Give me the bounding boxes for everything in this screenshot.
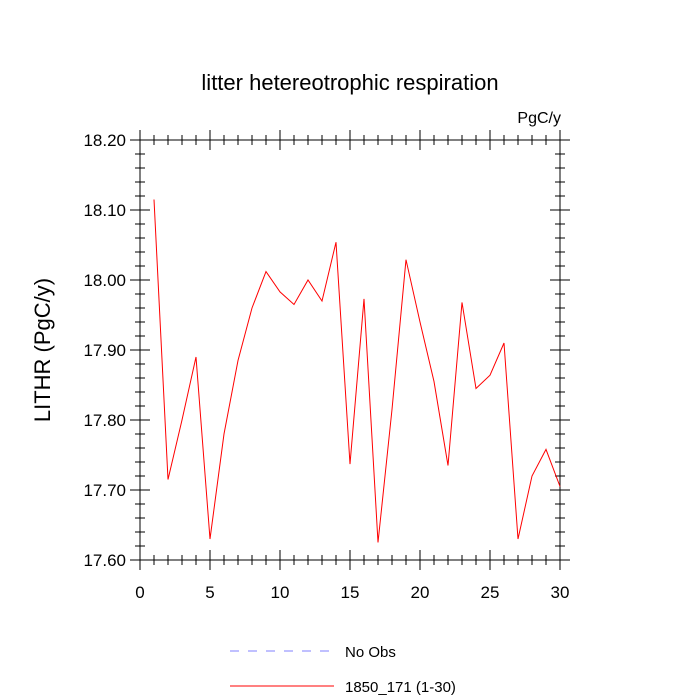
units-label: PgC/y (517, 110, 561, 127)
y-tick-label: 18.10 (83, 201, 126, 220)
x-tick-label: 20 (411, 583, 430, 602)
y-tick-label: 17.60 (83, 551, 126, 570)
series-line (153, 199, 561, 543)
x-tick-label: 10 (271, 583, 290, 602)
y-tick-label: 18.20 (83, 131, 126, 150)
series-lines (153, 199, 561, 543)
legend: No Obs 1850_171 (1-30) (230, 644, 456, 696)
x-tick-label: 15 (341, 583, 360, 602)
axis-ticks (130, 130, 570, 570)
plot-frame (139, 139, 561, 561)
y-tick-label: 17.90 (83, 341, 126, 360)
x-tick-label: 25 (481, 583, 500, 602)
y-tick-label: 17.70 (83, 481, 126, 500)
x-tick-label: 0 (135, 583, 144, 602)
axis-tick-labels: 0 5 10 15 20 25 30 17.60 17.70 17.80 17.90 18.00 18.… (83, 131, 569, 602)
y-tick-label: 17.80 (83, 411, 126, 430)
legend-label: No Obs (345, 644, 396, 661)
y-axis-label: LITHR (PgC/y) (30, 278, 55, 422)
y-tick-label: 18.00 (83, 271, 126, 290)
chart-title: litter hetereotrophic respiration (201, 70, 498, 95)
x-tick-label: 30 (551, 583, 570, 602)
legend-label: 1850_171 (1-30) (345, 679, 456, 696)
x-tick-label: 5 (205, 583, 214, 602)
